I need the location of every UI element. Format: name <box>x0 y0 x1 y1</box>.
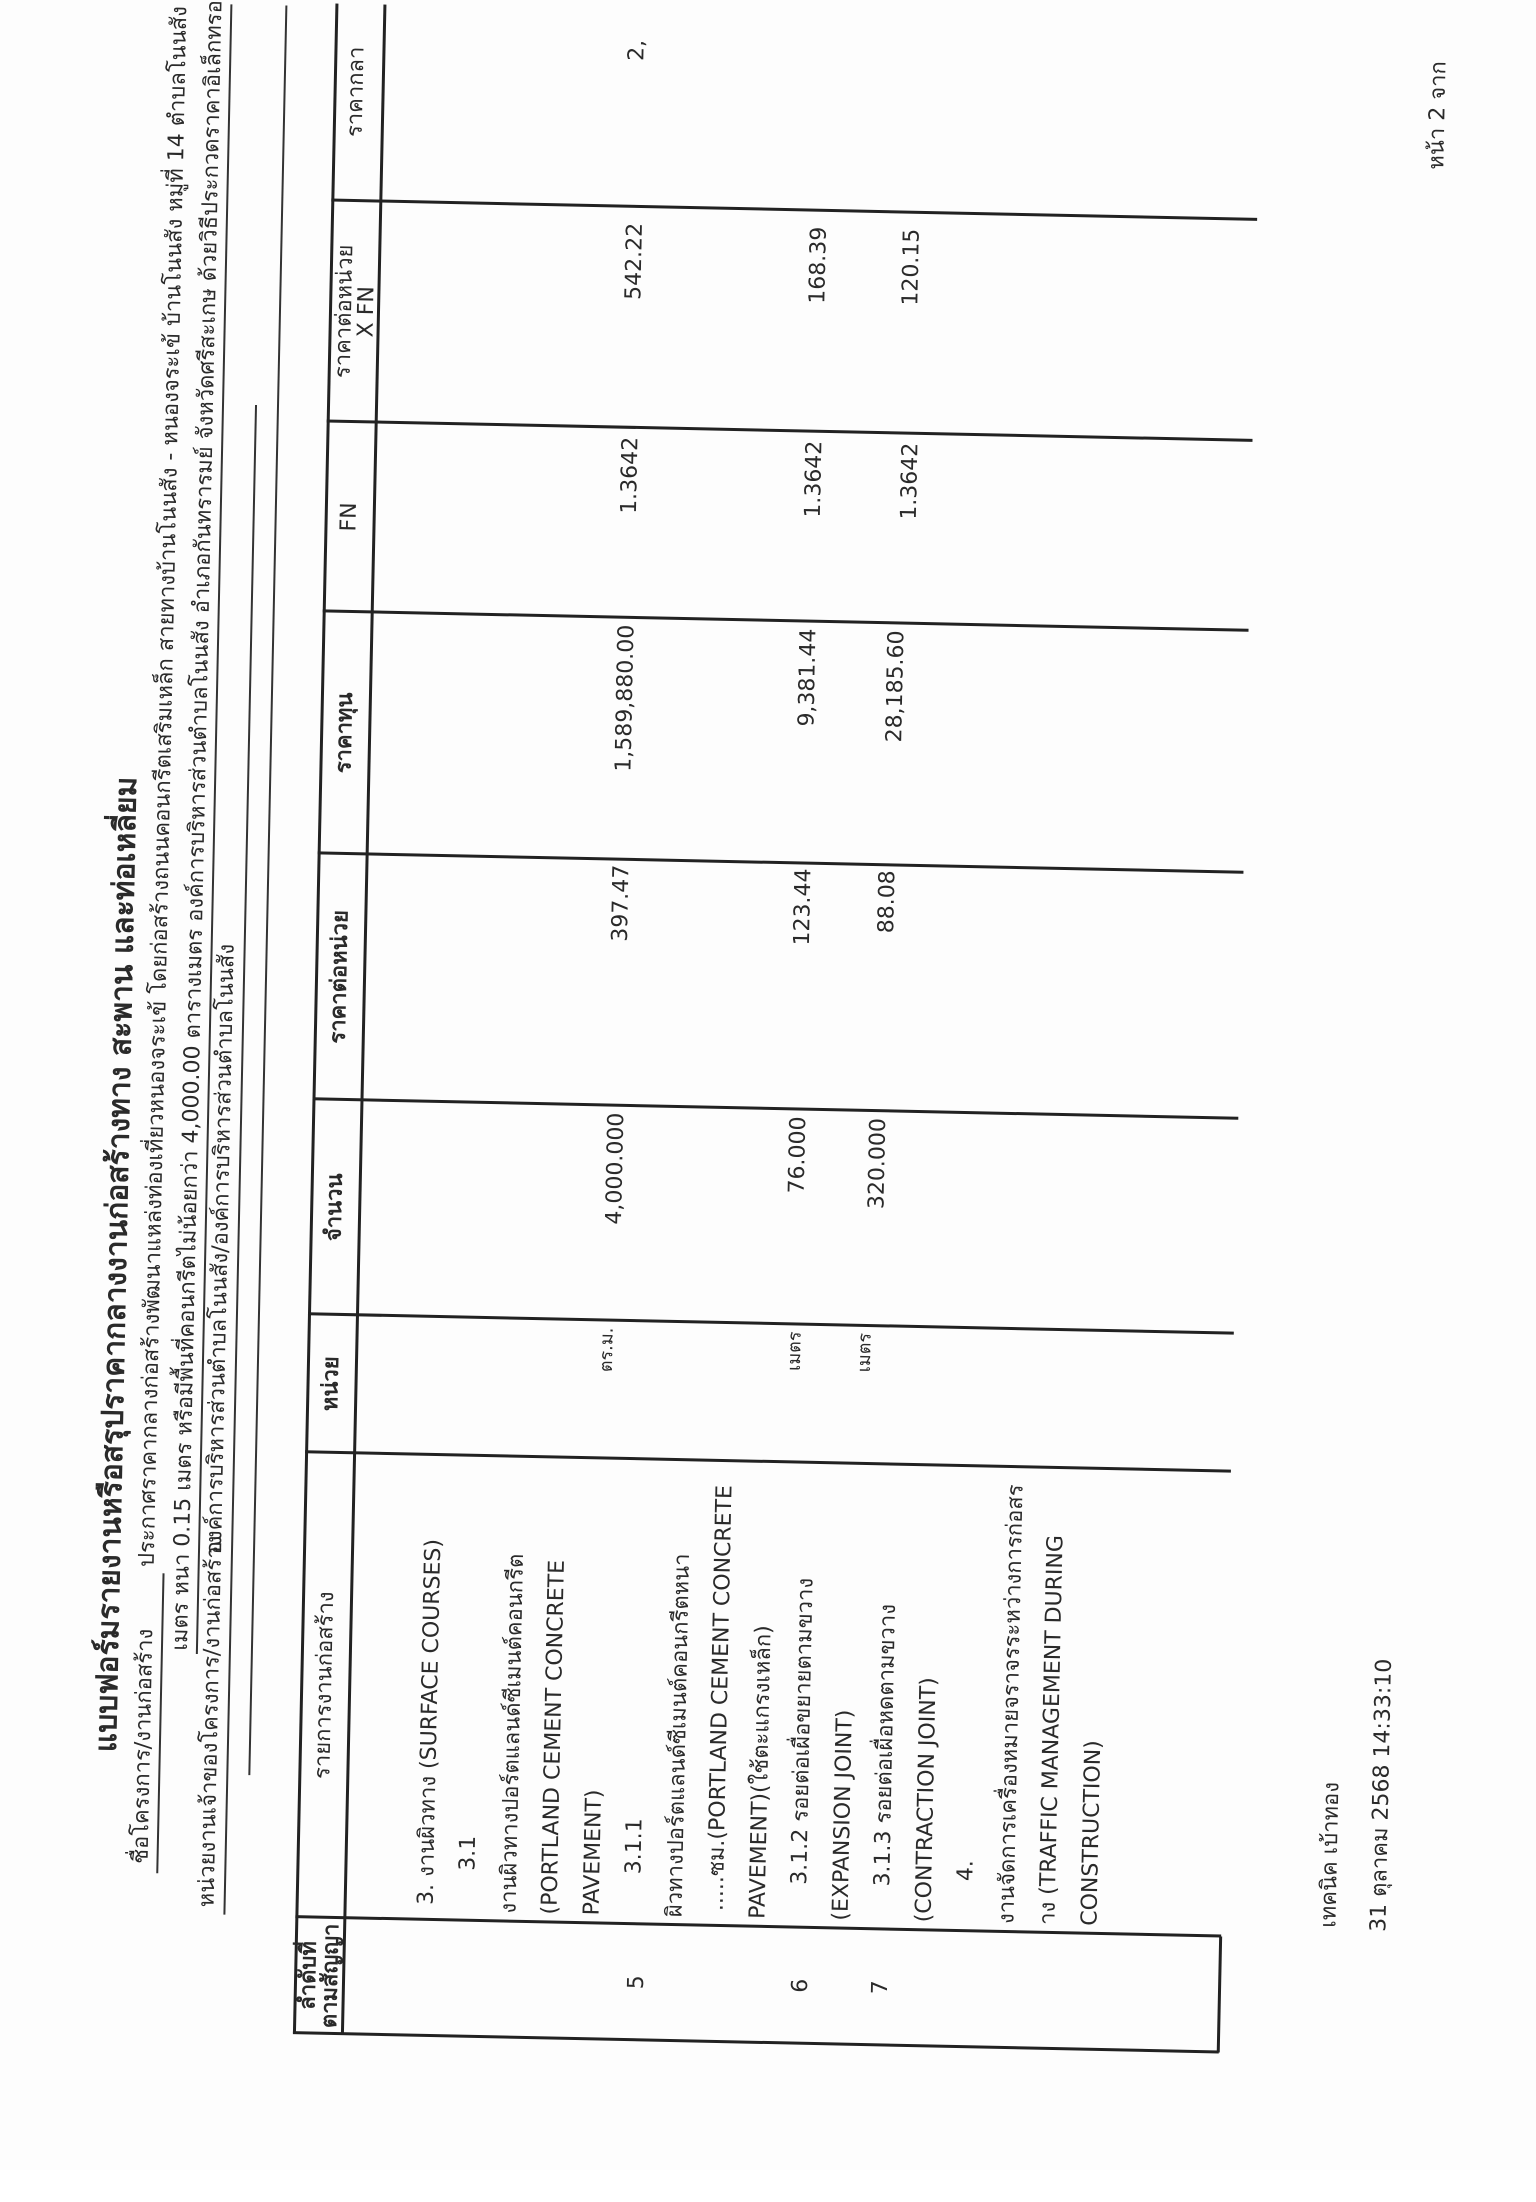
row-total: 2, <box>624 39 650 62</box>
column-header-price-fn-line2: X FN <box>353 285 380 338</box>
row-unit-price: 397.47 <box>607 864 635 942</box>
description-line: (EXPANSION JOINT) <box>828 1709 858 1921</box>
column-header-unit-price: ราคาต่อหน่วย <box>325 909 354 1044</box>
description-line: งานจัดการเครื่องหมายจราจรระหว่างการก่อสร <box>994 1484 1029 1925</box>
description-line: (PORTLAND CEMENT CONCRETE <box>537 1559 570 1915</box>
row-fn: 1.3642 <box>616 436 644 515</box>
description-line: .....ซม.(PORTLAND CEMENT CONCRETE <box>703 1484 738 1912</box>
column-divider <box>317 851 1244 874</box>
row-fn: 1.3642 <box>800 440 828 518</box>
footer-datetime: 31 ตุลาคม 2568 14:33:10 <box>1366 1658 1398 1933</box>
page-number: หน้า 2 จาก <box>1424 60 1452 170</box>
row-unit: ตร.ม. <box>595 1327 618 1373</box>
description-line: PAVEMENT)(ใช้ตะแกรงเหล็ก) <box>745 1624 777 1920</box>
table-row: 5 ตร.ม. 4,000.000 397.47 1,589,880.00 1.… <box>0 0 650 2170</box>
description-line: 3. งานผิวทาง (SURFACE COURSES) <box>413 1538 447 1906</box>
table-row: 6 เมตร 76.000 123.44 9,381.44 1.3642 168… <box>0 0 832 2170</box>
column-header-total: ราคากลา <box>342 46 370 138</box>
row-unit-price: 88.08 <box>874 870 901 934</box>
column-divider <box>312 1097 1239 1120</box>
row-qty: 4,000.000 <box>601 1112 630 1225</box>
description-line: าง (TRAFFIC MANAGEMENT DURING <box>1035 1534 1069 1926</box>
row-cost: 9,381.44 <box>794 628 822 727</box>
column-divider <box>326 419 1253 442</box>
description-line: CONSTRUCTION) <box>1077 1739 1107 1927</box>
description-line: 3.1.1 <box>621 1817 648 1875</box>
row-price-fn: 542.22 <box>621 222 648 301</box>
row-number: 5 <box>623 1975 650 1990</box>
footer-name: เทคนิค เบ้าทอง <box>1316 1781 1345 1929</box>
description-line: 3.1.3 รอยต่อเผื่อหดตามขวาง <box>870 1603 902 1887</box>
description-line: งานผิวทางปอร์ตแลนด์ซีเมนต์คอนกรีต <box>496 1553 530 1914</box>
row-fn: 1.3642 <box>896 442 924 520</box>
table-bottom-border <box>1216 1936 1223 2053</box>
row-unit-price: 123.44 <box>789 868 817 946</box>
table-row: 7 เมตร 320.000 88.08 28,185.60 1.3642 12… <box>0 0 925 2170</box>
column-header-no-line2: ตามสัญญา <box>317 1923 345 2029</box>
row-price-fn: 168.39 <box>805 226 832 304</box>
header-rule <box>248 5 288 1776</box>
row-cost: 28,185.60 <box>882 630 910 743</box>
row-price-fn: 120.15 <box>898 228 925 306</box>
description-line: PAVEMENT) <box>579 1789 608 1916</box>
column-header-cost: ราคาทุน <box>331 692 359 774</box>
project-label: ชื่อโครงการ/งานก่อสร้าง <box>128 1628 159 1865</box>
column-divider <box>305 1450 1231 1473</box>
column-header-unit: หน่วย <box>317 1356 345 1412</box>
column-header-item: รายการงานก่อสร้าง <box>310 1591 340 1780</box>
row-number: 6 <box>787 1978 814 1993</box>
column-divider <box>322 609 1249 632</box>
column-divider <box>307 1312 1234 1335</box>
row-cost: 1,589,880.00 <box>611 624 640 772</box>
row-qty: 76.000 <box>784 1116 812 1194</box>
column-header-fn: FN <box>336 502 362 532</box>
description-line: 4. <box>953 1859 979 1882</box>
description-line: ผิวทางปอร์ตแลนด์ซีเมนต์คอนกรีตหนา <box>662 1553 696 1918</box>
row-number: 7 <box>867 1980 894 1995</box>
column-header-qty: จำนวน <box>321 1173 348 1242</box>
row-unit: เมตร <box>783 1331 806 1372</box>
column-divider <box>331 198 1258 221</box>
description-line: 3.1.2 รอยต่อเผื่อขยายตามขวาง <box>787 1577 819 1885</box>
description-line: 3.1 <box>455 1835 482 1871</box>
column-divider <box>292 2031 1219 2054</box>
row-unit: เมตร <box>853 1332 876 1373</box>
row-qty: 320.000 <box>864 1117 892 1210</box>
description-line: (CONTRACTION JOINT) <box>911 1677 942 1923</box>
